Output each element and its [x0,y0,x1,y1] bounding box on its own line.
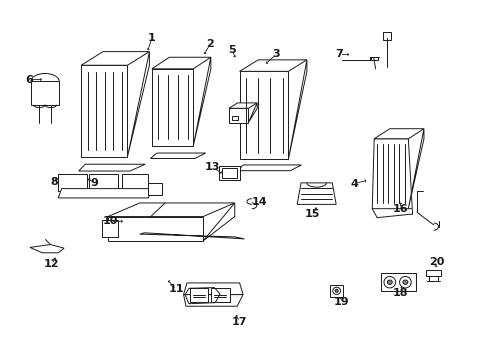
Ellipse shape [386,280,391,284]
Polygon shape [237,165,301,171]
Ellipse shape [332,287,340,294]
Polygon shape [239,60,306,71]
Polygon shape [152,69,193,146]
Polygon shape [152,57,210,69]
Polygon shape [183,283,243,294]
Polygon shape [102,220,118,237]
Bar [211,288,229,302]
Ellipse shape [402,280,407,284]
Polygon shape [407,129,423,209]
Bar [189,288,208,302]
Text: 18: 18 [392,288,407,298]
Polygon shape [58,174,86,192]
Text: 5: 5 [228,45,236,55]
Bar [370,57,377,60]
Bar [219,166,239,180]
Bar [329,285,343,297]
Text: 4: 4 [349,179,357,189]
Text: 2: 2 [206,39,214,49]
Polygon shape [122,174,148,192]
Bar [425,270,440,276]
Polygon shape [30,244,64,253]
Text: 6: 6 [25,75,33,85]
Polygon shape [81,51,149,65]
Polygon shape [127,51,149,157]
Text: 7: 7 [335,49,343,59]
Text: 12: 12 [44,259,60,269]
Text: 19: 19 [332,297,348,307]
Polygon shape [108,203,234,217]
Polygon shape [288,60,306,159]
Text: 3: 3 [272,49,280,59]
Polygon shape [89,174,118,192]
Text: 15: 15 [305,209,320,219]
Bar [231,116,237,121]
Polygon shape [371,139,411,209]
Polygon shape [108,217,203,241]
Text: 1: 1 [148,33,155,43]
Polygon shape [248,103,257,123]
Text: 20: 20 [428,257,444,267]
Ellipse shape [399,276,410,288]
Polygon shape [228,103,257,108]
Text: 13: 13 [204,162,220,172]
Text: 17: 17 [231,317,247,327]
Polygon shape [239,71,288,159]
Polygon shape [150,153,205,158]
Polygon shape [148,183,161,195]
Text: 16: 16 [392,204,407,214]
Polygon shape [228,108,248,123]
Polygon shape [79,164,145,171]
Text: 9: 9 [90,178,98,188]
Polygon shape [58,189,152,198]
Text: 14: 14 [251,197,266,207]
Text: 10: 10 [102,216,118,226]
Bar [221,168,237,178]
Polygon shape [31,81,59,105]
Polygon shape [81,65,127,157]
Text: 8: 8 [50,177,58,187]
Polygon shape [183,294,243,306]
Bar [380,273,415,291]
Bar [382,32,390,40]
Text: 11: 11 [168,284,183,294]
Polygon shape [373,129,423,139]
Polygon shape [193,57,210,146]
Ellipse shape [334,289,337,292]
Polygon shape [203,203,234,241]
Ellipse shape [383,276,395,288]
Polygon shape [297,183,335,204]
